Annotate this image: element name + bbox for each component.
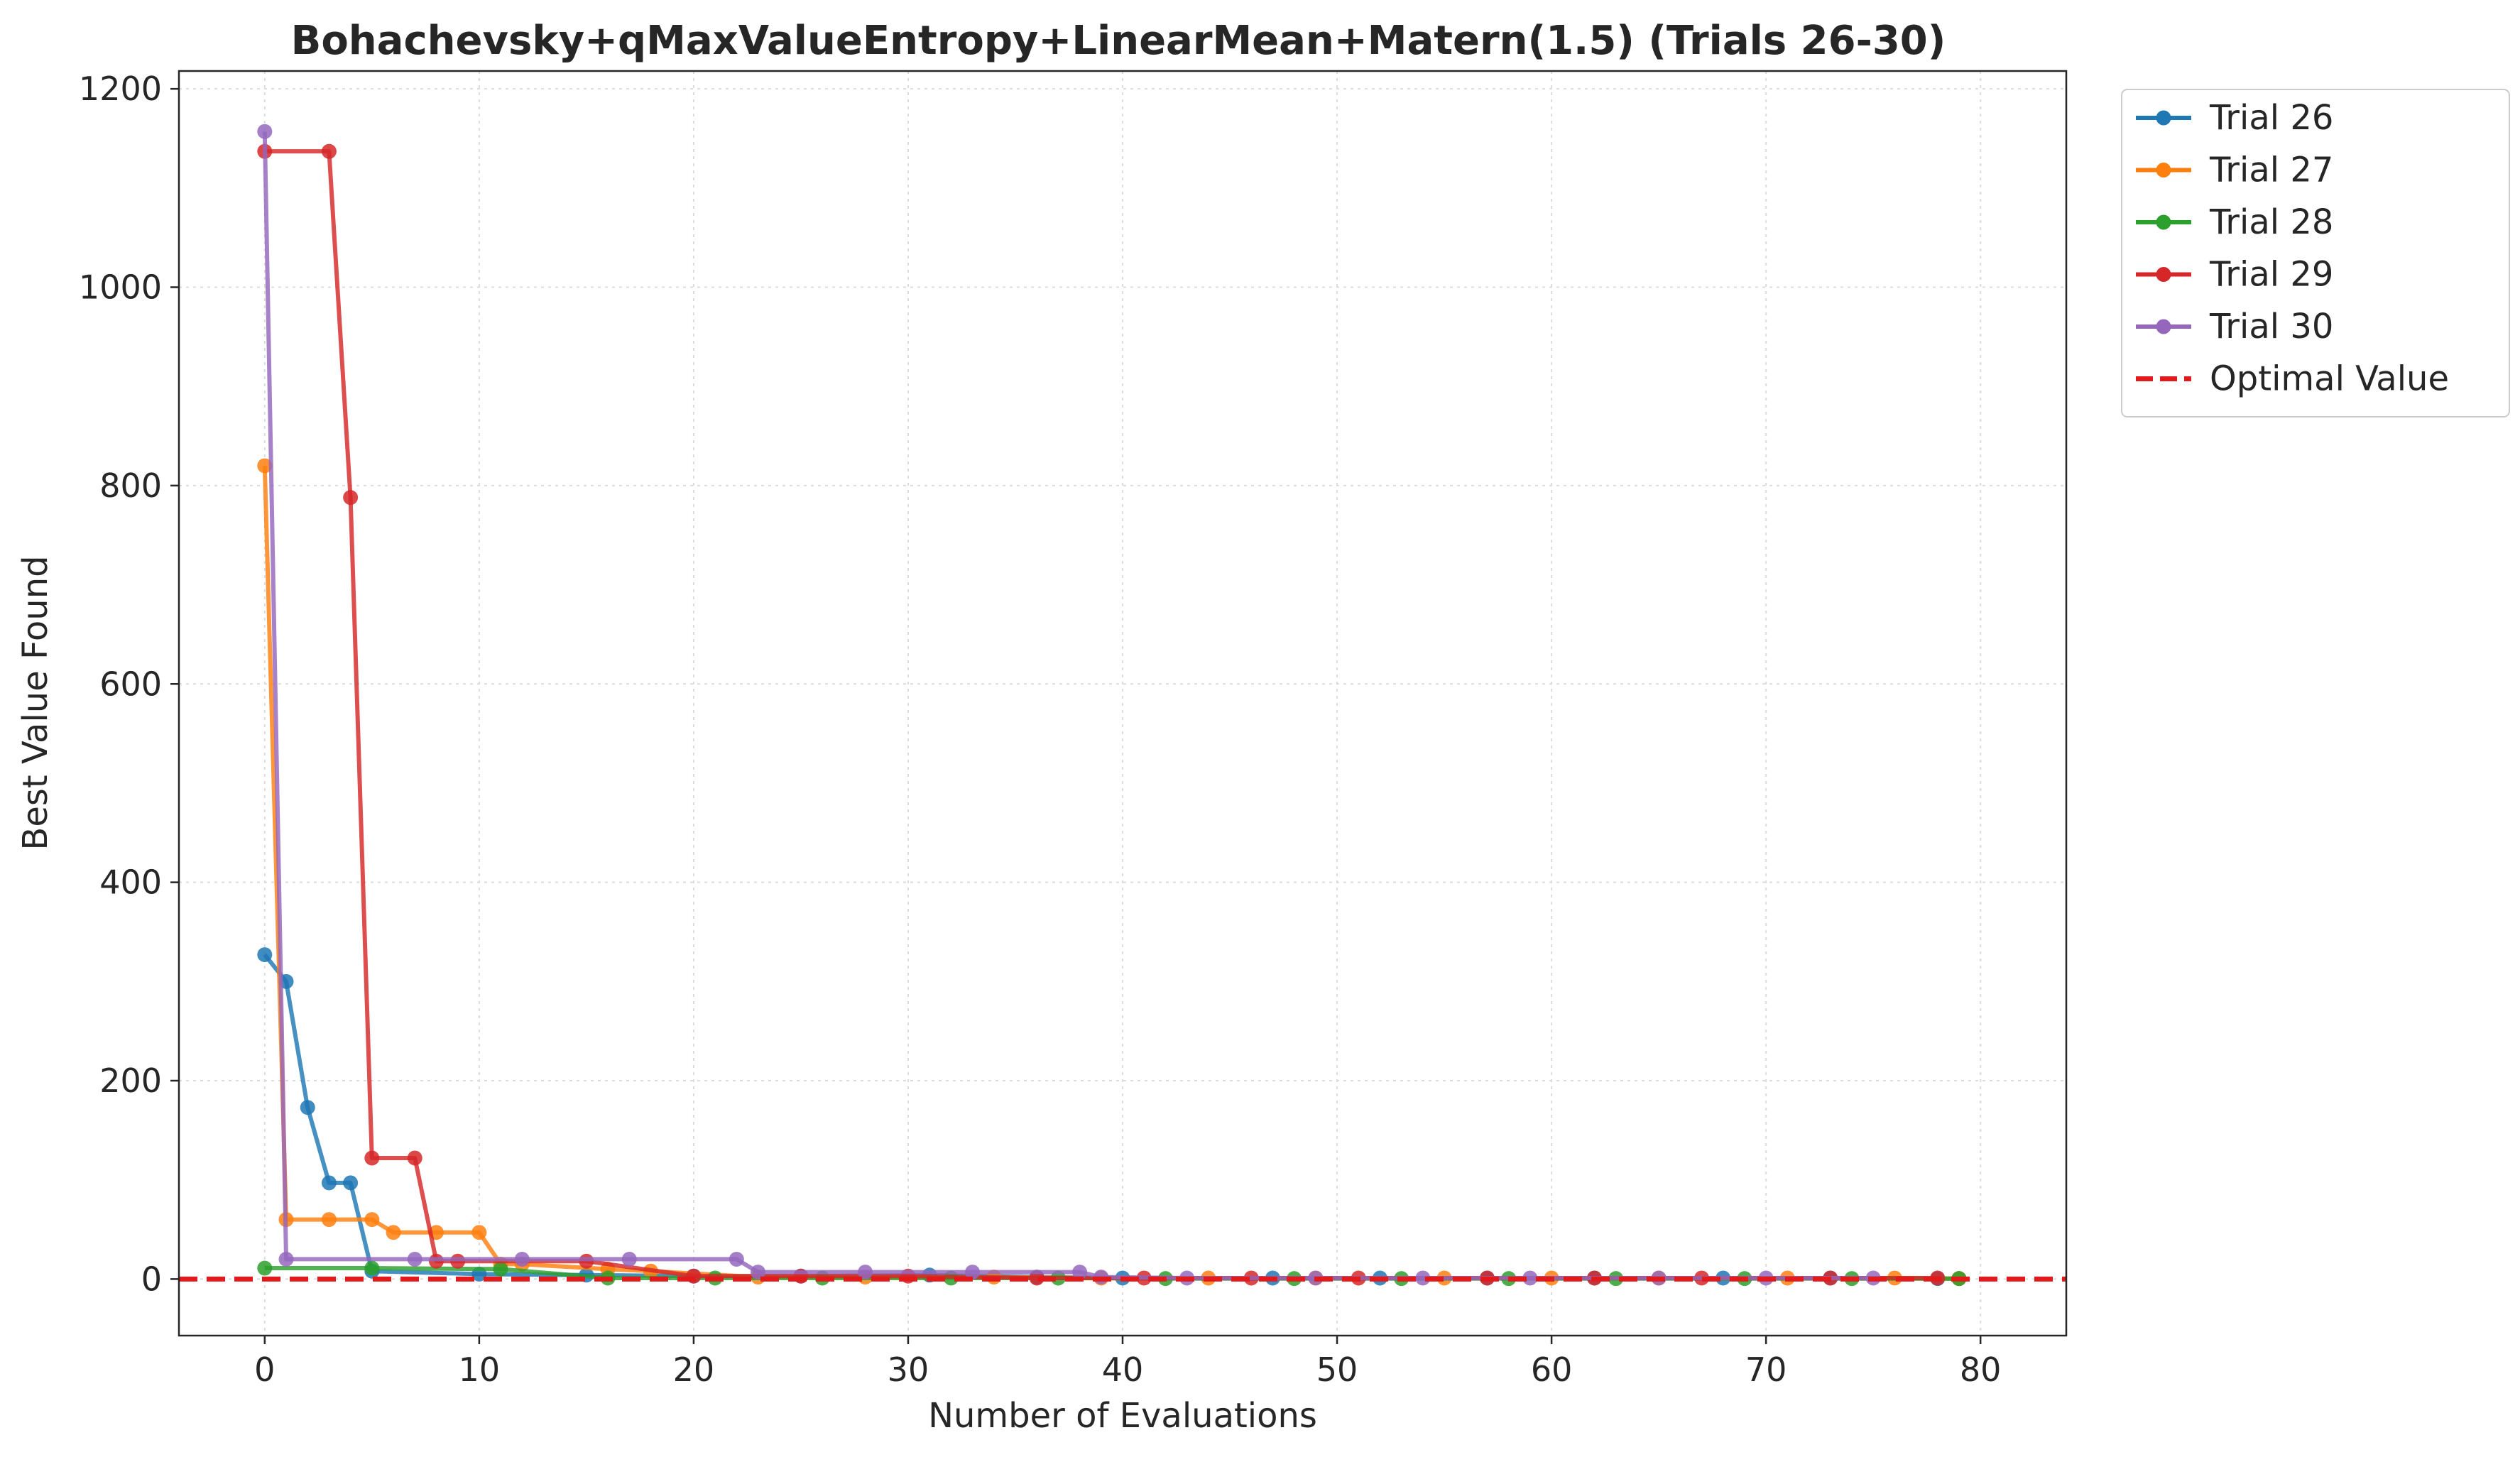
data-point-trial-27: [364, 1212, 380, 1228]
data-point-trial-30: [407, 1251, 422, 1267]
data-point-trial-30: [729, 1251, 744, 1267]
data-point-trial-29: [364, 1150, 380, 1166]
y-tick-label: 600: [99, 665, 162, 703]
x-tick-label: 20: [673, 1350, 715, 1389]
legend-label-optimal-value: Optimal Value: [2210, 359, 2449, 399]
legend-label-trial-30: Trial 30: [2209, 307, 2333, 346]
legend-marker-trial-29: [2156, 267, 2171, 282]
data-point-trial-26: [257, 947, 273, 963]
data-point-trial-29: [343, 490, 359, 506]
y-tick-label: 200: [99, 1062, 162, 1100]
data-point-trial-30: [514, 1251, 530, 1267]
y-axis-label: Best Value Found: [16, 555, 55, 850]
legend-marker-trial-26: [2156, 110, 2171, 126]
x-tick-label: 80: [1960, 1350, 2002, 1389]
x-tick-label: 60: [1531, 1350, 1573, 1389]
data-point-trial-30: [257, 124, 273, 139]
legend: Trial 26 Trial 27 Trial 28 Trial 29 Trial 30…: [2121, 89, 2510, 418]
legend-marker-trial-27: [2156, 163, 2171, 178]
y-tick-label: 0: [141, 1260, 162, 1298]
y-tick-label: 400: [99, 863, 162, 902]
x-tick-label: 50: [1316, 1350, 1358, 1389]
series-line-trial-26: [263, 953, 1959, 1281]
data-point-trial-30: [278, 1251, 294, 1267]
data-point-trial-30: [1522, 1270, 1538, 1286]
data-point-trial-26: [300, 1100, 315, 1115]
data-point-trial-26: [343, 1175, 359, 1191]
legend-label-trial-29: Trial 29: [2209, 255, 2333, 295]
data-point-trial-30: [858, 1265, 873, 1280]
x-axis-label: Number of Evaluations: [928, 1396, 1317, 1436]
legend-marker-trial-28: [2156, 214, 2171, 230]
legend-label-trial-26: Trial 26: [2209, 98, 2333, 138]
data-point-trial-28: [493, 1261, 508, 1277]
data-point-trial-30: [751, 1265, 766, 1280]
data-point-trial-28: [364, 1260, 380, 1276]
grid: [179, 71, 2066, 1336]
chart-title: Bohachevsky+qMaxValueEntropy+LinearMean+…: [291, 18, 1946, 64]
data-point-trial-27: [386, 1225, 401, 1240]
data-point-trial-26: [321, 1175, 337, 1191]
series-line-trial-30: [262, 131, 1874, 1280]
data-point-trial-30: [965, 1265, 981, 1280]
legend-box: [2121, 89, 2510, 418]
data-point-trial-27: [471, 1225, 487, 1240]
x-tick-label: 70: [1745, 1350, 1787, 1389]
data-point-trial-29: [1029, 1270, 1044, 1286]
y-tick-label: 800: [99, 466, 162, 505]
y-tick-label: 1000: [79, 268, 162, 307]
series-line-trial-27: [262, 465, 1960, 1281]
x-tick-label: 0: [254, 1350, 275, 1389]
legend-marker-trial-30: [2156, 319, 2171, 334]
plot-area: [179, 124, 2066, 1287]
data-point-trial-30: [1072, 1265, 1088, 1280]
data-point-trial-27: [321, 1212, 337, 1228]
y-tick-label: 1200: [79, 70, 162, 108]
data-point-trial-30: [1415, 1270, 1431, 1286]
data-point-trial-28: [257, 1260, 273, 1276]
series-line-trial-29: [264, 149, 1938, 1280]
data-point-trial-27: [257, 458, 273, 474]
data-point-trial-30: [621, 1251, 637, 1267]
legend-label-trial-28: Trial 28: [2209, 202, 2333, 242]
data-point-trial-29: [321, 143, 337, 159]
x-tick-label: 40: [1102, 1350, 1144, 1389]
x-tick-label: 10: [459, 1350, 501, 1389]
legend-label-trial-27: Trial 27: [2209, 151, 2333, 190]
data-point-trial-29: [407, 1150, 422, 1166]
x-tick-label: 30: [888, 1350, 929, 1389]
